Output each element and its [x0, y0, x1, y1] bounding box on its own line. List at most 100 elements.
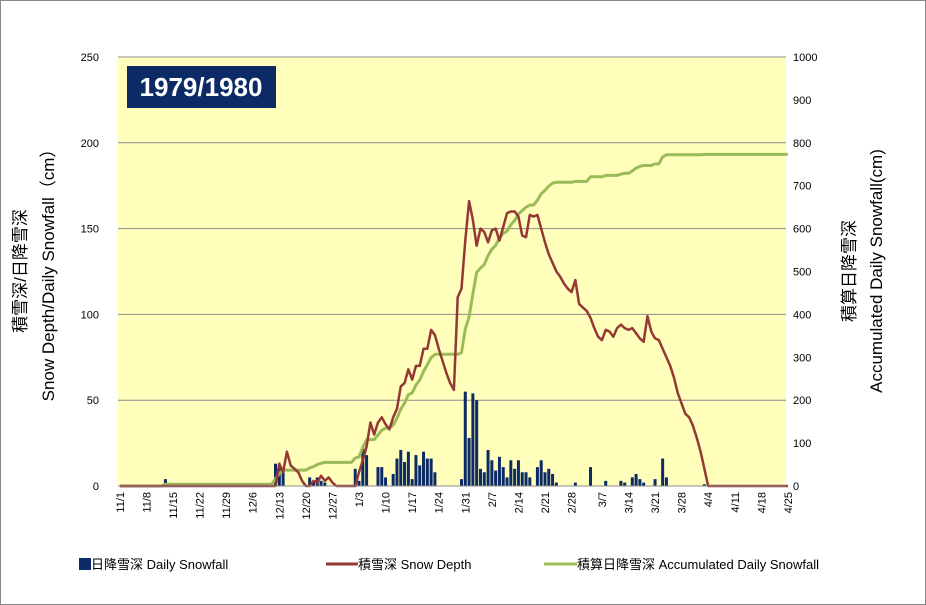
bar-2-2 — [471, 393, 475, 486]
x-tick-1-17: 1/17 — [407, 492, 419, 513]
bar-1-10 — [384, 477, 388, 486]
daily-snowfall-bars — [163, 391, 706, 486]
bar-2-29 — [573, 482, 577, 486]
legend-item-accumulated: 積算日降雪深 Accumulated Daily Snowfall — [544, 557, 819, 572]
bar-2-3 — [475, 400, 479, 486]
bar-2-20 — [539, 460, 543, 486]
x-tick-12-6: 12/6 — [248, 492, 260, 513]
bar-12-25 — [323, 482, 327, 486]
bar-1-17 — [410, 479, 414, 486]
y-right-tick-700: 700 — [793, 181, 811, 193]
x-tick-11-29: 11/29 — [221, 492, 233, 519]
bar-1-20 — [422, 451, 426, 486]
x-tick-2-14: 2/14 — [513, 492, 525, 513]
x-tick-4-25: 4/25 — [783, 492, 795, 513]
bar-2-8 — [494, 470, 498, 486]
bar-1-23 — [433, 472, 437, 486]
bar-2-1 — [467, 437, 471, 486]
bar-3-18 — [642, 482, 646, 486]
bar-3-13 — [623, 482, 627, 486]
bar-2-6 — [486, 449, 490, 486]
y-left-title-jp-group: 積雪深/日降雪深 — [11, 209, 30, 333]
y-right-tick-600: 600 — [793, 224, 811, 236]
bar-1-2 — [353, 468, 357, 486]
y-left-tick-50: 50 — [87, 395, 99, 407]
x-tick-4-18: 4/18 — [756, 492, 768, 513]
y-left-axis-title-jp: 積雪深/日降雪深 — [11, 209, 30, 333]
legend: 日降雪深 Daily Snowfall 積雪深 Snow Depth 積算日降雪… — [79, 557, 819, 572]
bar-1-22 — [429, 458, 433, 486]
plot-area — [118, 57, 786, 486]
x-tick-4-11: 4/11 — [730, 492, 742, 513]
bar-1-31 — [463, 391, 467, 486]
x-tick-12-20: 12/20 — [301, 492, 313, 520]
x-tick-11-22: 11/22 — [195, 492, 207, 519]
bar-3-17 — [638, 479, 642, 486]
bar-2-5 — [482, 472, 486, 486]
bar-2-22 — [547, 468, 551, 486]
bar-2-11 — [505, 477, 509, 486]
bar-1-19 — [418, 465, 422, 486]
bar-2-24 — [554, 482, 558, 486]
x-tick-2-7: 2/7 — [487, 492, 499, 507]
bar-3-24 — [664, 477, 668, 486]
season-label: 1979/1980 — [140, 72, 263, 102]
bar-2-10 — [501, 467, 505, 486]
bar-12-14 — [281, 472, 285, 486]
bar-2-19 — [535, 467, 539, 486]
bar-1-30 — [459, 479, 463, 486]
y-right-tick-900: 900 — [793, 95, 811, 107]
y-left-axis-title: Snow Depth/Daily Snowfall（cm） — [39, 141, 58, 402]
accumulated-snowfall-line — [119, 152, 788, 488]
bar-1-9 — [380, 467, 384, 486]
y-right-title-jp-group: 積算日降雪深 — [840, 220, 859, 322]
bar-3-15 — [630, 477, 634, 486]
y-left-title-en-group: Snow Depth/Daily Snowfall（cm） — [39, 141, 58, 402]
y-left-tick-100: 100 — [81, 309, 99, 321]
bar-1-8 — [376, 467, 380, 486]
y-right-tick-800: 800 — [793, 138, 811, 150]
bar-3-4 — [589, 467, 593, 486]
bar-1-21 — [425, 458, 429, 486]
bar-2-14 — [516, 460, 520, 486]
bar-1-14 — [399, 449, 403, 486]
x-tick-12-13: 12/13 — [274, 492, 286, 520]
y-left-tick-200: 200 — [81, 138, 99, 150]
bar-2-4 — [478, 468, 482, 486]
y-right-tick-1000: 1000 — [793, 52, 817, 64]
bar-1-16 — [406, 451, 410, 486]
x-tick-3-7: 3/7 — [597, 492, 609, 507]
bar-2-23 — [551, 473, 555, 486]
x-tick-1-24: 1/24 — [434, 492, 446, 513]
season-box: 1979/1980 — [127, 66, 276, 108]
bar-1-3 — [357, 480, 361, 486]
x-tick-11-1: 11/1 — [115, 492, 127, 513]
bar-1-18 — [414, 455, 418, 486]
x-tick-1-10: 1/10 — [381, 492, 393, 513]
bar-2-21 — [543, 472, 547, 486]
x-tick-11-8: 11/8 — [142, 492, 154, 513]
y-right-tick-200: 200 — [793, 395, 811, 407]
x-tick-3-28: 3/28 — [677, 492, 689, 513]
legend-label-accumulated: 積算日降雪深 Accumulated Daily Snowfall — [577, 557, 819, 572]
bar-2-16 — [524, 472, 528, 486]
y-left-tick-0: 0 — [93, 481, 99, 493]
bar-12-12 — [274, 463, 278, 486]
bar-12-21 — [308, 477, 312, 486]
y-right-tick-100: 100 — [793, 438, 811, 450]
bar-3-16 — [634, 473, 638, 486]
gridlines — [118, 56, 786, 401]
legend-swatch-bar — [79, 558, 91, 570]
bar-2-17 — [528, 477, 532, 486]
bar-12-22 — [311, 480, 315, 486]
legend-label-snow-depth: 積雪深 Snow Depth — [358, 557, 471, 572]
y-right-tick-500: 500 — [793, 267, 811, 279]
bar-11-13 — [163, 479, 167, 486]
bar-3-21 — [653, 479, 657, 486]
legend-item-daily-snowfall: 日降雪深 Daily Snowfall — [79, 557, 228, 572]
x-tick-11-15: 11/15 — [168, 492, 180, 519]
y-right-axis-title: Accumulated Daily Snowfall(cm) — [867, 149, 886, 393]
bar-2-15 — [520, 472, 524, 486]
